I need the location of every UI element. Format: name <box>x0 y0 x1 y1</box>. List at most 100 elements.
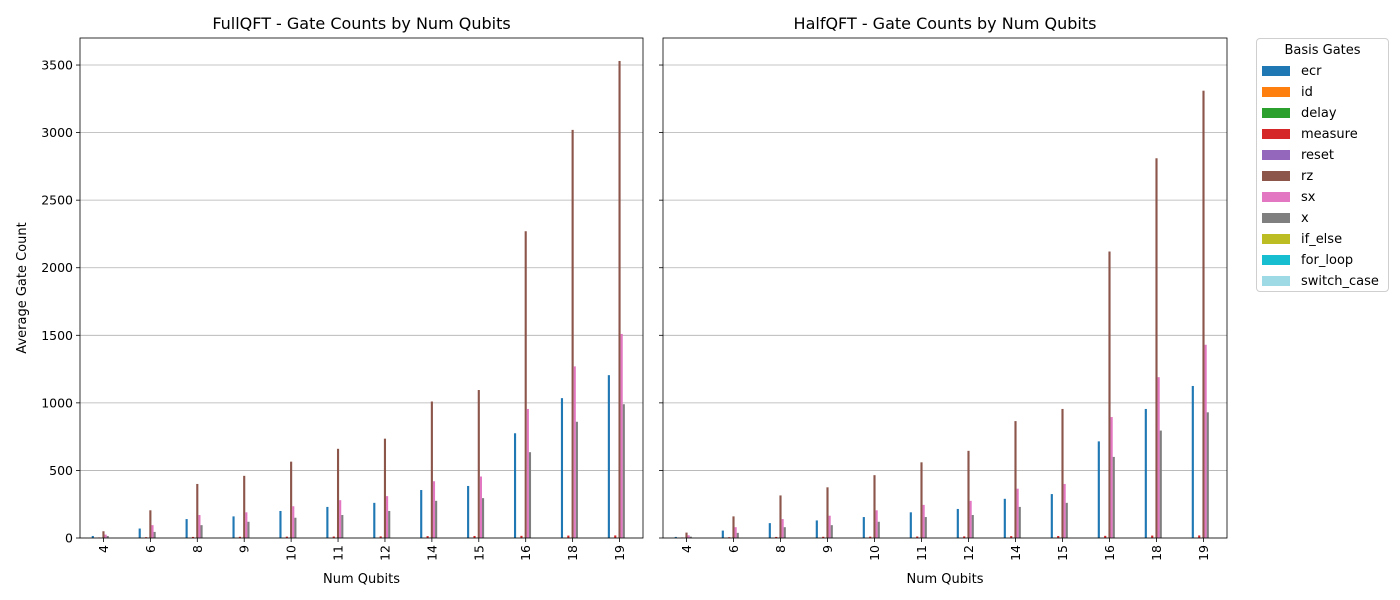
x-tick-label: 10 <box>867 545 882 561</box>
bar-rz-15 <box>477 390 480 538</box>
chart-title: FullQFT - Gate Counts by Num Qubits <box>212 14 510 33</box>
bar-ecr-10 <box>862 517 865 538</box>
x-tick-label: 6 <box>143 545 158 553</box>
bar-rz-19 <box>618 60 621 538</box>
legend-item-delay: delay <box>1257 103 1388 124</box>
bar-ecr-9 <box>815 520 818 538</box>
x-tick-label: 4 <box>96 545 111 553</box>
x-tick-label: 12 <box>377 545 392 561</box>
bar-rz-4 <box>102 531 105 538</box>
bar-measure-9 <box>238 536 242 538</box>
x-tick-label: 8 <box>190 545 205 553</box>
bar-x-6 <box>736 532 739 538</box>
bar-sx-19 <box>1204 344 1207 538</box>
x-tick-label: 14 <box>424 545 439 561</box>
y-axis-label: Average Gate Count <box>15 222 30 353</box>
bar-measure-18 <box>1151 535 1154 538</box>
bar-sx-14 <box>432 481 436 538</box>
chart-panel-2: 4 6 8 9 10 11 12 14 15 16 18 19 HalfQFT - Gate Count… <box>659 14 1228 587</box>
y-tick-label: 3500 <box>41 58 73 73</box>
y-tick-label: 500 <box>49 463 73 478</box>
bar-rz-12 <box>383 438 387 538</box>
bar-rz-14 <box>1014 421 1017 538</box>
bar-sx-8 <box>198 515 201 538</box>
bar-sx-6 <box>734 527 737 538</box>
bar-x-19 <box>622 404 625 538</box>
bar-measure-11 <box>332 536 335 538</box>
x-tick-label: 6 <box>726 545 741 553</box>
bar-measure-10 <box>285 536 288 538</box>
bar-ecr-18 <box>1144 408 1147 538</box>
legend-label: rz <box>1301 169 1314 184</box>
legend-item-switch_case: switch_case <box>1257 271 1388 292</box>
bar-sx-4 <box>104 534 107 538</box>
bar-sx-11 <box>339 500 342 538</box>
legend-item-for_loop: for_loop <box>1257 250 1388 271</box>
bar-rz-18 <box>1155 158 1158 538</box>
x-tick-label: 19 <box>612 545 627 561</box>
legend-item-reset: reset <box>1257 145 1388 166</box>
bar-x-14 <box>1018 506 1021 538</box>
bar-ecr-15 <box>467 485 470 538</box>
bar-measure-18 <box>567 535 570 538</box>
bar-rz-11 <box>336 448 340 538</box>
bar-rz-4 <box>685 532 688 538</box>
bar-measure-15 <box>473 535 476 538</box>
x-tick-label: 11 <box>331 545 346 561</box>
legend-swatch-delay <box>1262 108 1290 118</box>
legend-swatch-switch_case <box>1262 276 1290 286</box>
bar-ecr-18 <box>560 398 564 538</box>
legend-label: sx <box>1301 190 1316 205</box>
bar-x-10 <box>294 517 297 538</box>
bar-measure-6 <box>728 537 731 538</box>
bar-x-11 <box>924 517 927 538</box>
bar-ecr-10 <box>279 510 282 538</box>
x-tick-label: 4 <box>679 545 694 553</box>
bar-sx-16 <box>526 408 529 538</box>
legend-item-sx: sx <box>1257 187 1388 208</box>
bar-measure-14 <box>1010 536 1013 538</box>
bar-rz-15 <box>1061 408 1064 538</box>
x-tick-label: 10 <box>284 545 299 561</box>
legend-label: ecr <box>1301 64 1322 79</box>
legend-item-if_else: if_else <box>1257 229 1388 250</box>
y-tick-label: 3000 <box>41 125 73 140</box>
bar-rz-11 <box>920 462 923 538</box>
bar-x-10 <box>877 521 880 538</box>
bar-sx-10 <box>875 510 878 538</box>
chart-panel-1: 0 500 1000 1500 2000 2500 3000 3500 4 6 8 9 10 11 12 14… <box>15 14 644 587</box>
bar-ecr-4 <box>674 536 677 538</box>
legend-swatch-if_else <box>1262 234 1290 244</box>
bar-measure-16 <box>520 535 523 538</box>
bar-ecr-6 <box>138 528 141 538</box>
bar-ecr-16 <box>1097 441 1100 538</box>
x-tick-label: 12 <box>961 545 976 561</box>
legend-swatch-measure <box>1262 129 1290 139</box>
bar-rz-10 <box>873 475 876 538</box>
bar-sx-18 <box>573 366 576 538</box>
legend-swatch-id <box>1262 87 1290 97</box>
bar-x-14 <box>435 500 438 538</box>
legend-swatch-reset <box>1262 150 1290 160</box>
bar-ecr-8 <box>185 519 188 538</box>
x-axis-label: Num Qubits <box>323 572 400 587</box>
legend-label: reset <box>1301 148 1334 163</box>
bar-measure-19 <box>614 535 617 538</box>
bar-measure-15 <box>1057 535 1060 538</box>
legend-swatch-sx <box>1262 192 1290 202</box>
bar-sx-8 <box>781 519 784 538</box>
bar-rz-18 <box>571 129 574 538</box>
legend-label: if_else <box>1301 232 1343 247</box>
bar-sx-19 <box>620 333 623 538</box>
bar-x-15 <box>1065 502 1068 538</box>
bar-x-12 <box>971 515 974 538</box>
bar-ecr-4 <box>91 535 94 538</box>
x-tick-label: 8 <box>773 545 788 553</box>
x-axis-label: Num Qubits <box>907 572 984 587</box>
legend-item-rz: rz <box>1257 166 1388 187</box>
y-tick-label: 1500 <box>41 328 73 343</box>
x-tick-label: 18 <box>565 545 580 561</box>
y-tick-label: 2000 <box>41 260 73 275</box>
bar-rz-8 <box>196 483 199 538</box>
